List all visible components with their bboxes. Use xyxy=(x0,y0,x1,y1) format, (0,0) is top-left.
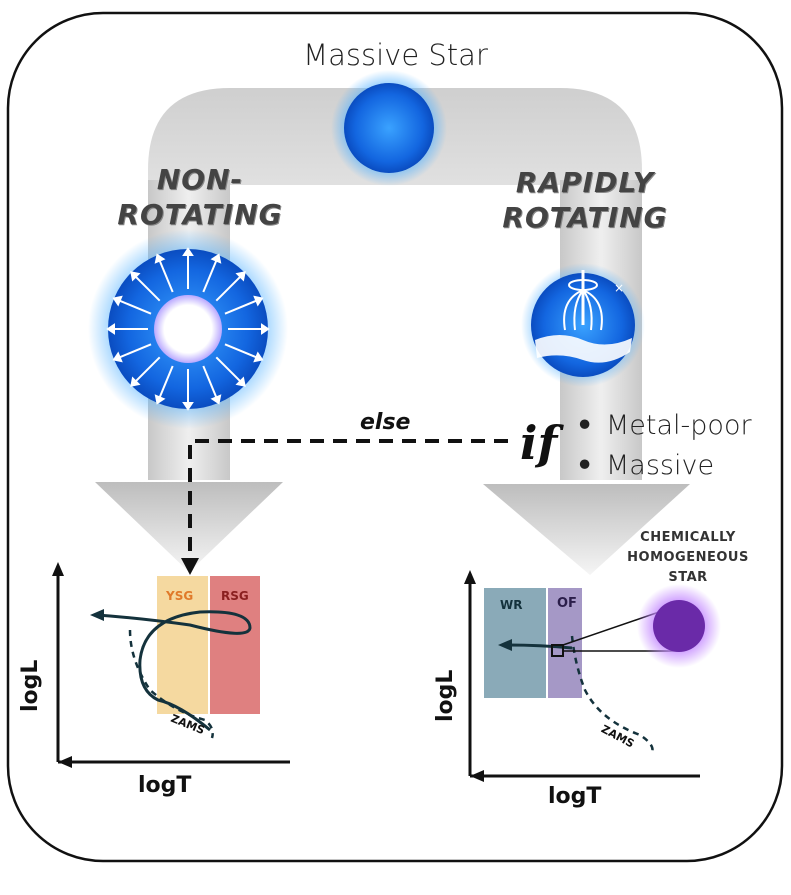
left-x-label: logT xyxy=(138,773,192,798)
if-label: if xyxy=(520,416,558,470)
chs-line2: HOMOGENEOUS xyxy=(627,550,749,565)
expansion-arrowhead xyxy=(154,253,166,264)
non-rotating-line2: ROTATING xyxy=(117,198,283,231)
condition-item-metal-poor: • Metal-poor xyxy=(576,410,752,441)
of-label: OF xyxy=(557,596,577,611)
rsg-label: RSG xyxy=(221,589,249,603)
rsg-band xyxy=(210,576,260,714)
of-band xyxy=(548,588,582,698)
rapidly-rotating-line2: ROTATING xyxy=(502,201,668,234)
chs-line3: STAR xyxy=(668,570,708,585)
expansion-arrowhead xyxy=(253,351,264,363)
right-evolution-track xyxy=(507,643,573,650)
non-rotating-line1: NON- xyxy=(156,163,244,196)
right-zams-line xyxy=(570,635,654,753)
expansion-arrow xyxy=(202,365,218,398)
right-arrowhead xyxy=(483,484,690,575)
expansion-arrow xyxy=(158,365,174,398)
chs-label: CHEMICALLY HOMOGENEOUS STAR xyxy=(608,528,768,588)
wr-label: WR xyxy=(500,598,523,612)
expansion-arrowhead xyxy=(182,247,194,256)
bullet-icon: • xyxy=(576,410,594,441)
svg-text:×: × xyxy=(614,281,624,295)
expansion-arrowhead xyxy=(235,376,246,387)
expansion-arrowhead xyxy=(261,323,270,335)
right-hr-diagram xyxy=(464,570,700,782)
rapidly-rotating-line1: RAPIDLY xyxy=(515,166,655,199)
expansion-arrowhead xyxy=(210,253,222,264)
expansion-arrow xyxy=(215,356,242,383)
right-x-label: logT xyxy=(548,784,602,809)
expansion-arrow xyxy=(202,260,218,293)
expansion-arrow xyxy=(134,356,161,383)
outer-frame xyxy=(6,11,784,863)
wr-band xyxy=(484,588,546,698)
expansion-arrowhead xyxy=(210,394,222,405)
right-y-label: logL xyxy=(433,669,458,722)
expansion-arrowhead xyxy=(154,394,166,405)
expansion-arrow xyxy=(134,275,161,302)
expansion-arrowhead xyxy=(112,295,123,307)
else-connector xyxy=(181,439,508,575)
condition-text: Metal-poor xyxy=(606,410,752,441)
expansion-arrowhead xyxy=(130,376,141,387)
expansion-arrowhead xyxy=(130,271,141,282)
expansion-arrow xyxy=(224,343,257,359)
expansion-arrow xyxy=(119,299,152,315)
massive-star-icon xyxy=(331,70,447,186)
rapidly-rotating-label: RAPIDLY ROTATING xyxy=(490,165,680,235)
left-y-label: logL xyxy=(18,659,43,712)
non-rotating-label: NON- ROTATING xyxy=(95,162,305,232)
else-label: else xyxy=(360,410,411,435)
expansion-arrow xyxy=(119,343,152,359)
left-hr-diagram xyxy=(52,562,290,768)
left-zams-line xyxy=(128,629,214,739)
page-title: Massive Star xyxy=(303,38,488,72)
chs-line1: CHEMICALLY xyxy=(640,530,736,545)
expansion-arrowhead xyxy=(235,271,246,282)
bullet-icon: • xyxy=(576,450,594,481)
condition-item-massive: • Massive xyxy=(576,450,714,481)
left-evolution-track xyxy=(96,610,252,732)
ysg-label: YSG xyxy=(166,589,194,603)
condition-text: Massive xyxy=(606,450,715,481)
expansion-arrow xyxy=(224,299,257,315)
expansion-arrowhead xyxy=(112,351,123,363)
expansion-arrowhead xyxy=(182,402,194,411)
expansion-arrow xyxy=(158,260,174,293)
expanding-star-icon xyxy=(88,229,288,429)
ysg-band xyxy=(157,576,208,714)
rotating-star-icon: × xyxy=(521,263,645,387)
expansion-arrow xyxy=(215,275,242,302)
expansion-arrowhead xyxy=(253,295,264,307)
chs-star-icon xyxy=(637,584,721,668)
expansion-arrowhead xyxy=(106,323,115,335)
